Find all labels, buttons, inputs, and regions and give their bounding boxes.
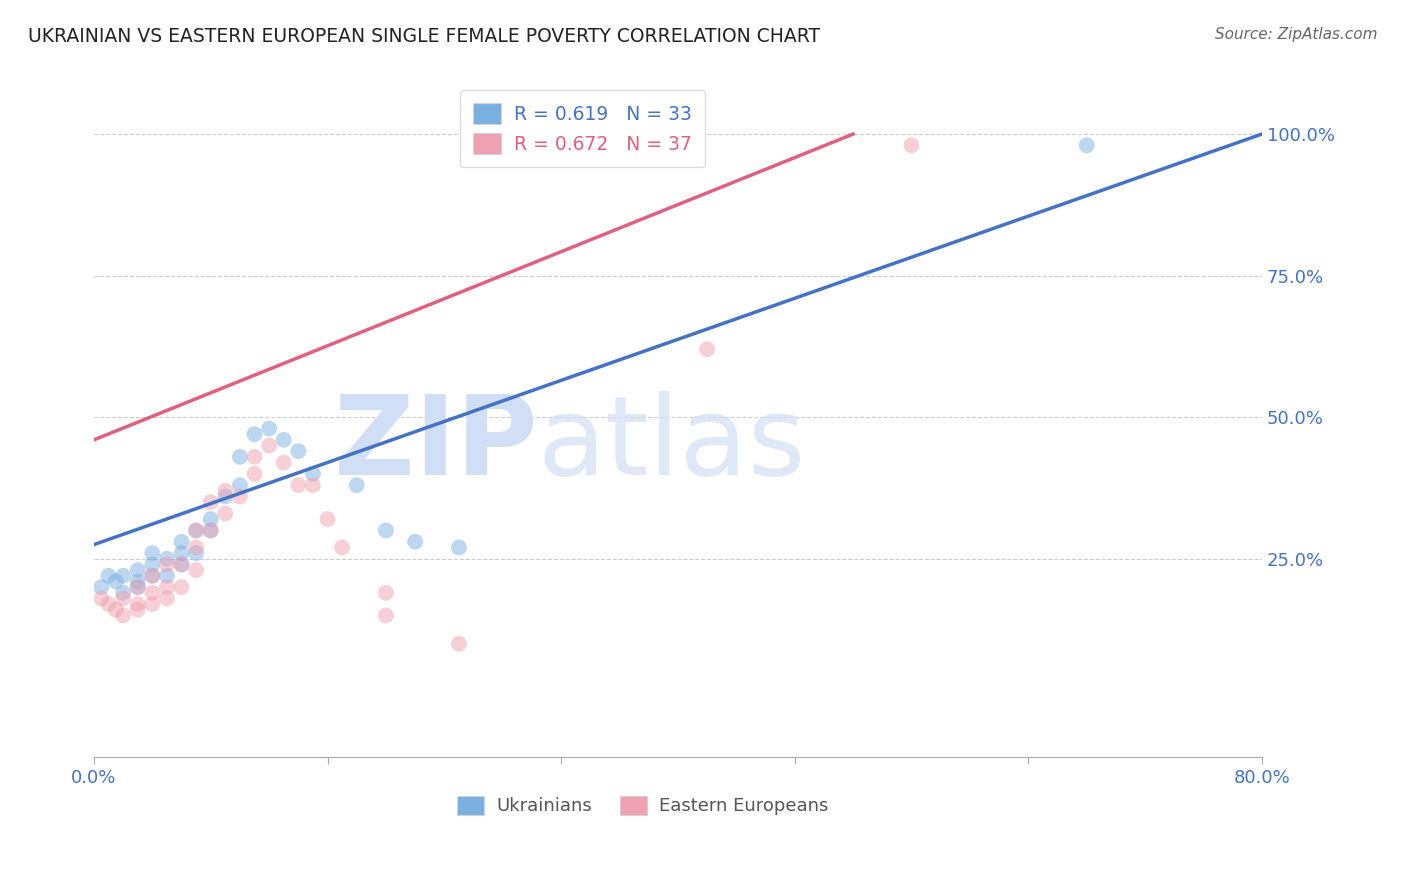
Point [104, 574, 127, 589]
Point [214, 507, 236, 521]
Point [156, 568, 179, 582]
Point [112, 586, 135, 600]
Point [156, 580, 179, 594]
Point [900, 138, 922, 153]
Point [141, 568, 163, 582]
Point [1076, 138, 1098, 153]
Point [229, 478, 252, 492]
Point [200, 512, 222, 526]
Point [127, 574, 149, 589]
Text: Source: ZipAtlas.com: Source: ZipAtlas.com [1215, 27, 1378, 42]
Point [112, 608, 135, 623]
Point [97, 597, 120, 611]
Point [447, 541, 470, 555]
Point [112, 591, 135, 606]
Point [374, 608, 396, 623]
Point [127, 580, 149, 594]
Point [302, 478, 325, 492]
Point [170, 534, 193, 549]
Point [127, 563, 149, 577]
Point [141, 597, 163, 611]
Point [243, 427, 266, 442]
Point [127, 597, 149, 611]
Point [374, 524, 396, 538]
Point [257, 438, 280, 452]
Point [287, 478, 309, 492]
Point [156, 558, 179, 572]
Text: UKRAINIAN VS EASTERN EUROPEAN SINGLE FEMALE POVERTY CORRELATION CHART: UKRAINIAN VS EASTERN EUROPEAN SINGLE FEM… [28, 27, 820, 45]
Point [229, 490, 252, 504]
Point [156, 591, 179, 606]
Point [104, 603, 127, 617]
Point [257, 421, 280, 435]
Point [302, 467, 325, 481]
Point [229, 450, 252, 464]
Point [184, 541, 207, 555]
Point [184, 563, 207, 577]
Point [243, 450, 266, 464]
Point [90, 591, 112, 606]
Point [170, 580, 193, 594]
Point [316, 512, 339, 526]
Point [346, 478, 368, 492]
Point [90, 580, 112, 594]
Point [447, 637, 470, 651]
Point [112, 568, 135, 582]
Point [404, 534, 426, 549]
Point [184, 546, 207, 560]
Point [273, 433, 295, 447]
Point [287, 444, 309, 458]
Point [170, 558, 193, 572]
Point [170, 546, 193, 560]
Point [141, 586, 163, 600]
Point [97, 568, 120, 582]
Point [214, 483, 236, 498]
Point [243, 467, 266, 481]
Point [273, 455, 295, 469]
Point [127, 603, 149, 617]
Point [141, 546, 163, 560]
Point [200, 495, 222, 509]
Point [696, 343, 718, 357]
Point [156, 551, 179, 566]
Text: ZIP: ZIP [335, 391, 537, 498]
Point [214, 490, 236, 504]
Point [184, 524, 207, 538]
Point [374, 586, 396, 600]
Point [184, 524, 207, 538]
Point [200, 524, 222, 538]
Point [330, 541, 353, 555]
Point [200, 524, 222, 538]
Point [141, 558, 163, 572]
Text: atlas: atlas [537, 391, 806, 498]
Legend: Ukrainians, Eastern Europeans: Ukrainians, Eastern Europeans [450, 789, 837, 822]
Point [170, 558, 193, 572]
Point [141, 568, 163, 582]
Point [127, 580, 149, 594]
